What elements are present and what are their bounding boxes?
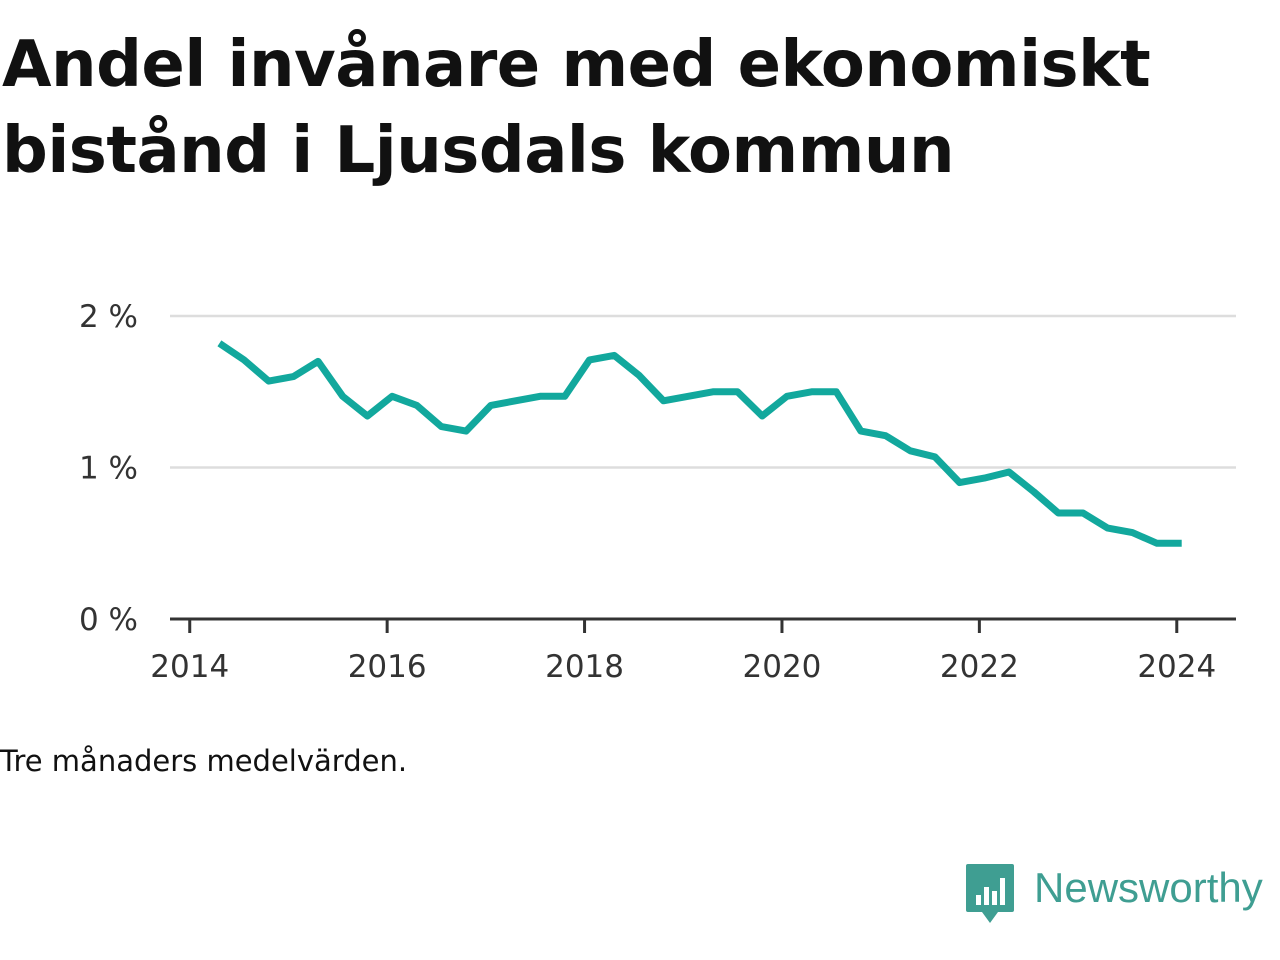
newsworthy-logo-icon	[966, 864, 1014, 923]
y-tick-label-1: 1 %	[79, 451, 138, 487]
gridlines	[170, 314, 1236, 469]
x-tick-label-3: 2020	[743, 649, 822, 685]
chart-note: Tre månaders medelvärden.	[0, 744, 408, 778]
x-axis-ticks: 2014 2016 2018 2020 2022 2024	[150, 619, 1216, 685]
brand-name: Newsworthy	[1034, 864, 1263, 911]
chart-title: Andel invånare med ekonomiskt bistånd i …	[2, 28, 1151, 188]
series-group	[217, 340, 1182, 547]
brand-logo: Newsworthy	[964, 862, 1263, 926]
y-tick-label-2: 2 %	[79, 299, 138, 335]
y-tick-label-0: 0 %	[79, 602, 138, 638]
x-tick-label-2: 2018	[545, 649, 624, 685]
x-tick-label-0: 2014	[150, 649, 229, 685]
x-tick-label-4: 2022	[940, 649, 1019, 685]
x-tick-label-1: 2016	[348, 649, 427, 685]
series-line-0	[217, 340, 1182, 547]
x-tick-label-5: 2024	[1137, 649, 1216, 685]
y-axis-ticks: 0 % 1 % 2 %	[79, 299, 138, 638]
